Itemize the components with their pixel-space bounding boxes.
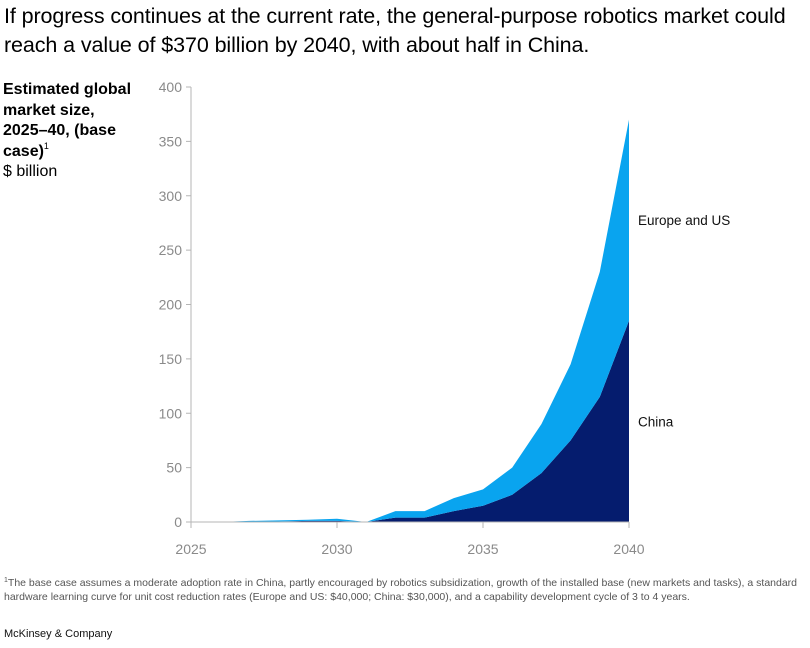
series-area-china <box>191 320 629 522</box>
x-tick-label: 2025 <box>175 541 206 557</box>
y-tick-label: 300 <box>159 188 183 204</box>
y-tick-label: 0 <box>174 514 182 530</box>
y-axis-unit: $ billion <box>3 163 58 180</box>
footnote: 1The base case assumes a moderate adopti… <box>4 576 804 604</box>
chart-title: If progress continues at the current rat… <box>4 4 786 57</box>
y-tick-label: 350 <box>159 133 183 149</box>
y-axis-title: Estimated global market size, 2025–40, (… <box>3 81 132 160</box>
x-tick-label: 2040 <box>613 541 644 557</box>
series-label-china: China <box>638 414 674 429</box>
y-tick-label: 100 <box>159 405 183 421</box>
footnote-marker: 1 <box>4 577 8 584</box>
series-label-europe-and-us: Europe and US <box>638 213 730 228</box>
y-tick-label: 150 <box>159 351 183 367</box>
brand-name: McKinsey & Company <box>4 628 113 640</box>
y-axis-title-superscript: 1 <box>43 140 49 151</box>
x-tick-label: 2030 <box>321 541 352 557</box>
y-tick-label: 400 <box>159 79 183 95</box>
x-tick-label: 2035 <box>467 541 498 557</box>
y-axis-header: Estimated global market size, 2025–40, (… <box>3 80 143 183</box>
y-tick-label: 250 <box>159 242 183 258</box>
y-tick-label: 200 <box>159 297 183 313</box>
footnote-text: The base case assumes a moderate adoptio… <box>4 577 798 603</box>
y-tick-label: 50 <box>166 460 182 476</box>
